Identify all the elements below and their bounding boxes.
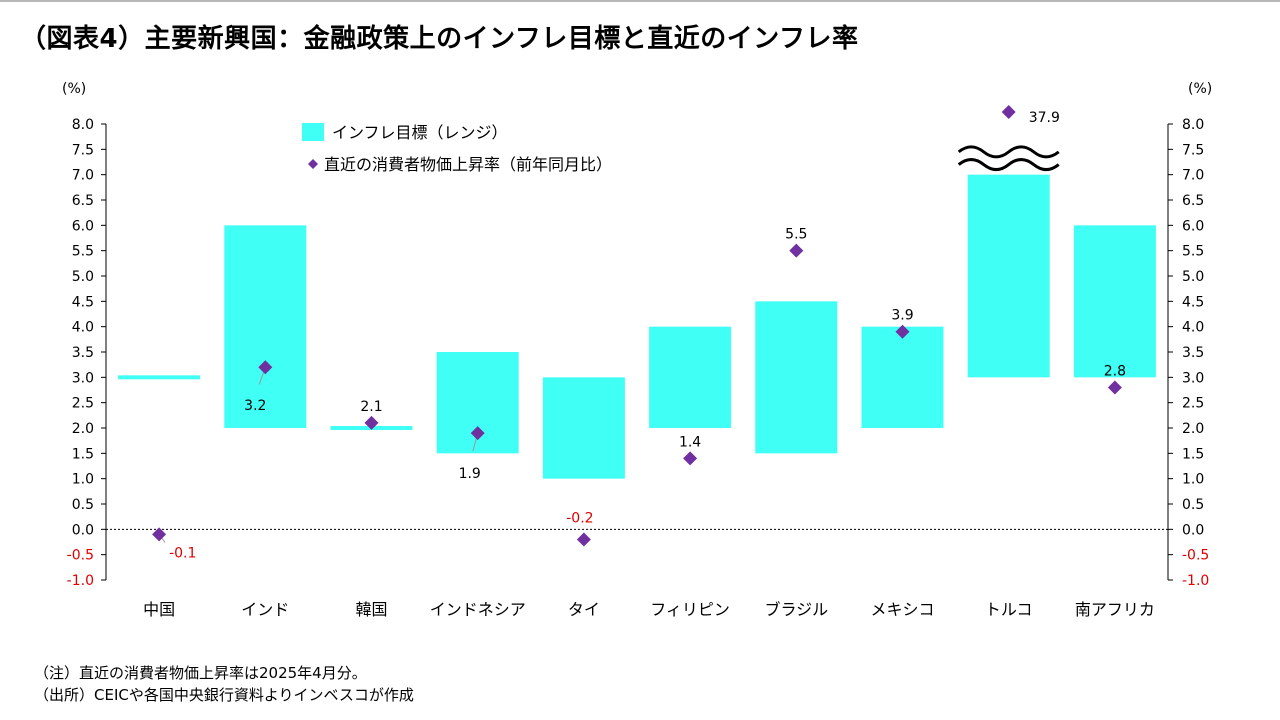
category-label-2: インド bbox=[241, 600, 289, 619]
y-tick-label-right: 1.5 bbox=[1182, 446, 1204, 462]
y-tick-label-right: 1.0 bbox=[1182, 472, 1204, 488]
y-tick-label-right: 2.5 bbox=[1182, 396, 1204, 412]
y-tick-label-left: 6.5 bbox=[72, 193, 94, 209]
category-label-7: ブラジル bbox=[764, 600, 828, 619]
y-tick-label-left: 2.0 bbox=[72, 421, 94, 437]
y-tick-label-right: 5.5 bbox=[1182, 244, 1204, 260]
y-tick-label-left: 0.0 bbox=[72, 522, 94, 538]
cpi-marker-8 bbox=[895, 324, 910, 339]
category-label-6: フィリピン bbox=[650, 600, 730, 619]
y-tick-label-right: 6.5 bbox=[1182, 193, 1204, 209]
target-bar-1 bbox=[118, 375, 201, 380]
cpi-marker-3 bbox=[364, 415, 379, 430]
y-tick-label-left: 3.5 bbox=[72, 345, 94, 361]
category-label-1: 中国 bbox=[143, 600, 175, 619]
y-tick-label-left: 7.5 bbox=[72, 142, 94, 158]
axis-break-wave-1 bbox=[957, 145, 1060, 159]
target-bar-10 bbox=[1073, 225, 1156, 378]
y-tick-label-right: 6.0 bbox=[1182, 218, 1204, 234]
y-unit-left: (%) bbox=[62, 81, 86, 97]
cpi-marker-7 bbox=[789, 243, 804, 258]
target-bar-8 bbox=[861, 326, 944, 428]
y-tick-label-right: 7.5 bbox=[1182, 142, 1204, 158]
cpi-marker-4 bbox=[470, 426, 485, 441]
cpi-marker-2 bbox=[258, 360, 273, 375]
category-label-3: 韓国 bbox=[355, 600, 387, 619]
y-tick-label-right: 3.5 bbox=[1182, 345, 1204, 361]
footnote: （注）直近の消費者物価上昇率は2025年4月分。 bbox=[34, 664, 367, 682]
y-unit-right: (%) bbox=[1188, 81, 1212, 97]
y-tick-label-left: 1.5 bbox=[72, 446, 94, 462]
target-bar-2 bbox=[224, 225, 307, 428]
target-bar-5 bbox=[542, 377, 625, 479]
y-tick-label-left: 4.5 bbox=[72, 294, 94, 310]
y-tick-label-left: 7.0 bbox=[72, 168, 94, 184]
category-label-5: タイ bbox=[568, 600, 600, 619]
data-label-8: 3.9 bbox=[891, 308, 913, 324]
legend-label-cpi: 直近の消費者物価上昇率（前年同月比） bbox=[324, 155, 612, 174]
data-label-5: -0.2 bbox=[566, 510, 593, 526]
data-label-4: 1.9 bbox=[459, 466, 481, 482]
y-tick-label-left: 0.5 bbox=[72, 497, 94, 513]
data-label-6: 1.4 bbox=[679, 434, 701, 450]
cpi-marker-9 bbox=[1001, 105, 1016, 119]
category-label-4: インドネシア bbox=[430, 600, 526, 619]
y-tick-label-right: 0.5 bbox=[1182, 497, 1204, 513]
data-label-9: 37.9 bbox=[1029, 110, 1060, 126]
y-tick-label-right: 7.0 bbox=[1182, 168, 1204, 184]
data-label-7: 5.5 bbox=[785, 227, 807, 243]
data-label-1: -0.1 bbox=[169, 545, 196, 561]
y-tick-label-right: 8.0 bbox=[1182, 117, 1204, 133]
page-title: （図表4）主要新興国：金融政策上のインフレ目標と直近のインフレ率 bbox=[20, 24, 859, 54]
y-tick-label-left: 6.0 bbox=[72, 218, 94, 234]
y-tick-label-left: 5.5 bbox=[72, 244, 94, 260]
legend-swatch-target bbox=[302, 123, 324, 141]
data-label-10: 2.8 bbox=[1104, 363, 1126, 379]
legend-swatch-cpi bbox=[308, 159, 318, 169]
target-bar-9 bbox=[967, 174, 1050, 378]
y-tick-label-right: 3.0 bbox=[1182, 370, 1204, 386]
y-tick-label-right: 4.0 bbox=[1182, 320, 1204, 336]
y-tick-label-right: 4.5 bbox=[1182, 294, 1204, 310]
y-tick-label-left: 3.0 bbox=[72, 370, 94, 386]
y-tick-label-left: 1.0 bbox=[72, 472, 94, 488]
cpi-marker-1 bbox=[152, 527, 167, 542]
data-label-3: 2.1 bbox=[360, 399, 382, 415]
y-tick-label-right: 0.0 bbox=[1182, 522, 1204, 538]
target-bar-7 bbox=[755, 301, 838, 454]
source-note: （出所）CEICや各国中央銀行資料よりインベスコが作成 bbox=[34, 686, 414, 704]
y-tick-label-left: 4.0 bbox=[72, 320, 94, 336]
y-tick-label-right: 5.0 bbox=[1182, 269, 1204, 285]
y-tick-label-left: -0.5 bbox=[67, 548, 94, 564]
axis-break-wave-2 bbox=[957, 158, 1060, 172]
y-tick-label-left: 5.0 bbox=[72, 269, 94, 285]
cpi-marker-10 bbox=[1107, 380, 1122, 395]
y-tick-label-left: -1.0 bbox=[67, 573, 94, 589]
category-label-8: メキシコ bbox=[870, 600, 934, 619]
top-rule bbox=[0, 0, 1280, 2]
y-tick-label-left: 8.0 bbox=[72, 117, 94, 133]
y-tick-label-right: -0.5 bbox=[1182, 548, 1209, 564]
y-tick-label-right: 2.0 bbox=[1182, 421, 1204, 437]
category-label-10: 南アフリカ bbox=[1075, 600, 1155, 619]
cpi-marker-5 bbox=[576, 532, 591, 547]
legend-label-target: インフレ目標（レンジ） bbox=[332, 123, 508, 142]
y-tick-label-right: -1.0 bbox=[1182, 573, 1209, 589]
cpi-marker-6 bbox=[683, 451, 698, 466]
target-bar-6 bbox=[649, 326, 732, 428]
category-label-9: トルコ bbox=[985, 600, 1033, 619]
data-label-2: 3.2 bbox=[244, 398, 266, 414]
y-tick-label-left: 2.5 bbox=[72, 396, 94, 412]
